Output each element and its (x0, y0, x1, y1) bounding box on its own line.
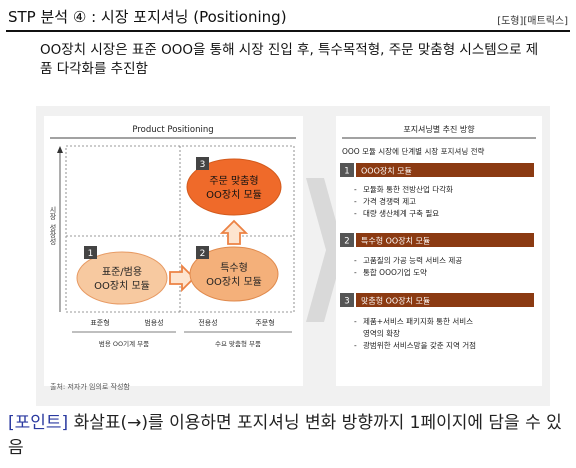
node-2-badge (196, 246, 209, 259)
strategy-item-2-number: 2 (344, 237, 349, 247)
x-group-label-1: 범용 OO기계 부품 (99, 339, 149, 348)
strategy-item-1-bullet-1: 모듈화 통한 전방산업 다각화 (363, 184, 453, 194)
strategy-card (336, 116, 542, 386)
strategy-item-3-bullet-1: 제품+서비스 패키지화 통한 서비스 (363, 316, 473, 326)
category-tag: [도형][매트릭스] (497, 16, 568, 27)
strategy-item-1-number: 1 (344, 167, 349, 177)
node-3-number: 3 (200, 160, 206, 170)
node-3-line2: OO장치 모듈 (206, 189, 262, 201)
strategy-item-2-dash-1: - (354, 256, 357, 265)
x-tick-4: 주문형 (255, 319, 274, 327)
node-3-ellipse (186, 158, 282, 216)
node-1-line1: 표준/범용 (102, 266, 142, 278)
arrow-1-to-2 (169, 263, 196, 293)
node-3-line1: 주문 맞춤형 (209, 175, 258, 187)
subtitle: OO장치 시장은 표준 OOO을 통해 시장 진입 후, 특수목적형, 주문 맞… (40, 42, 539, 77)
node-1-number: 1 (88, 249, 94, 259)
x-group-label-2: 수요 맞춤형 부품 (215, 339, 261, 348)
y-axis-label-2: 성장성 (49, 223, 57, 245)
x-tick-2: 범용성 (144, 318, 163, 327)
strategy-item-1-bar (356, 163, 534, 177)
node-2-number: 2 (200, 249, 206, 259)
node-2-line2: OO장치 모듈 (206, 276, 262, 288)
positioning-card (44, 116, 303, 386)
node-1-ellipse (76, 251, 168, 305)
strategy-item-3-dash-1: - (354, 317, 357, 326)
node-3-badge (196, 157, 209, 170)
title-divider (6, 30, 570, 32)
strategy-item-3-bar (356, 293, 534, 307)
positioning-title: Product Positioning (132, 125, 213, 135)
strategy-item-2-dash-2: - (354, 268, 357, 277)
point-text: 화살표(→)를 이용하면 포지셔닝 변화 방향까지 1페이지에 담을 수 있음 (8, 413, 562, 458)
node-2-line1: 특수형 (220, 262, 248, 274)
strategy-item-2-badge (340, 233, 354, 247)
y-axis-arrowhead (57, 146, 63, 153)
strategy-item-2-bullet-2: 통합 OOO기업 도약 (363, 267, 427, 277)
strategy-item-1-dash-1: - (354, 185, 357, 194)
strategy-item-1-bullet-3: 대량 생산체계 구축 필요 (363, 208, 439, 218)
strategy-item-3-dash-3: - (354, 341, 357, 350)
strategy-item-1-badge (340, 163, 354, 177)
source-caption: 출처: 저자가 임의로 작성함 (50, 383, 130, 391)
strategy-item-2-bullet-1: 고품질의 가공 능력 서비스 제공 (363, 255, 462, 265)
strategy-item-1-bullet-2: 가격 경쟁력 제고 (363, 196, 416, 206)
node-2-ellipse (189, 246, 279, 302)
page-title: STP 분석 ④ : 시장 포지셔닝 (Positioning) (8, 8, 287, 26)
strategy-item-3-bullet-3: 광범위한 서비스망을 갖춘 지역 거점 (363, 340, 476, 350)
strategy-item-1-dash-2: - (354, 197, 357, 206)
node-1-line2: OO장치 모듈 (94, 280, 150, 292)
x-tick-3: 전용성 (198, 318, 217, 327)
diagram-panel: Product Positioning 시장 성장성 표준형 범용성 전용성 주… (36, 106, 550, 406)
strategy-intro: OOO 모듈 시장에 단계별 시장 포지셔닝 전략 (342, 146, 485, 156)
strategy-item-3-badge (340, 293, 354, 307)
strategy-title: 포지셔닝별 추진 방향 (403, 124, 475, 134)
strategy-item-1-dash-3: - (354, 209, 357, 218)
y-axis-label-1: 시장 (49, 206, 57, 220)
diagram-svg: Product Positioning 시장 성장성 표준형 범용성 전용성 주… (44, 116, 542, 386)
node-1-badge (84, 246, 97, 259)
strategy-item-1-label: OOO장치 모듈 (361, 166, 412, 176)
strategy-item-3-number: 3 (344, 297, 349, 307)
strategy-item-3-bullet-2: 영역의 확장 (363, 328, 400, 338)
point-label: [포인트] (8, 413, 69, 433)
point-note: [포인트] 화살표(→)를 이용하면 포지셔닝 변화 방향까지 1페이지에 담을… (8, 411, 568, 461)
strategy-item-2-bar (356, 233, 534, 247)
strategy-item-2-label: 특수형 OO장치 모듈 (361, 236, 430, 246)
arrow-2-to-3 (219, 219, 249, 245)
strategy-item-3-label: 맞춤형 OO장치 모듈 (361, 296, 430, 306)
x-tick-1: 표준형 (90, 319, 109, 327)
